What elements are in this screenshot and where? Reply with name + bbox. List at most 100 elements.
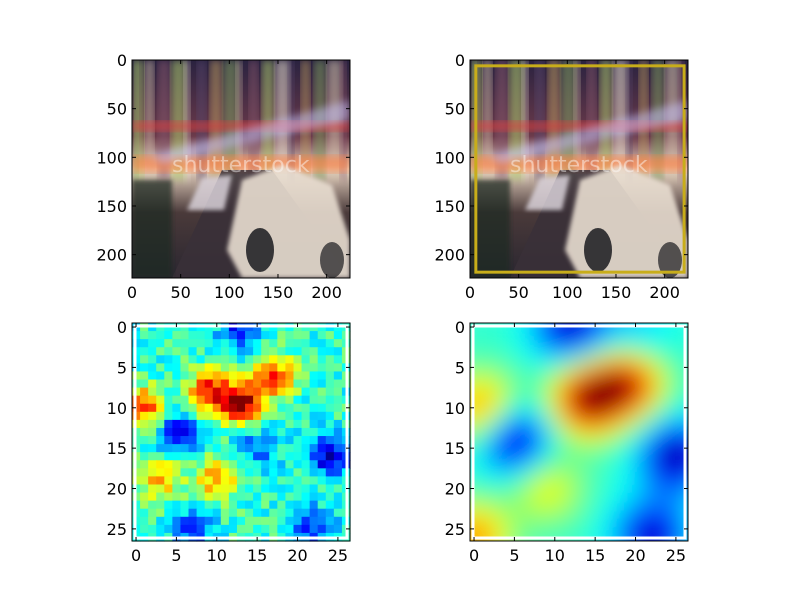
heatmap-cell	[188, 339, 198, 348]
heatmap-cell	[623, 476, 633, 486]
heatmap-cell	[333, 524, 343, 534]
heatmap-cell	[148, 379, 157, 389]
heatmap-cell	[502, 436, 511, 445]
heatmap-cell	[615, 484, 625, 494]
heatmap-cell	[510, 500, 520, 510]
heatmap-cell	[558, 508, 568, 518]
heatmap-cell	[607, 460, 616, 469]
heatmap-cell	[542, 476, 552, 486]
heatmap-cell	[301, 508, 311, 518]
heatmap-cell	[526, 508, 536, 518]
heatmap-cell	[542, 468, 552, 478]
heatmap-cell	[269, 379, 278, 389]
heatmap-cell	[333, 476, 343, 486]
heatmap-cell	[550, 323, 560, 324]
heatmap-cell	[591, 427, 600, 437]
heatmap-cell	[599, 339, 608, 348]
heatmap-cell	[228, 427, 238, 437]
heatmap-cell	[599, 323, 608, 324]
heatmap-cell	[550, 371, 560, 381]
heatmap-cell	[228, 444, 238, 453]
heatmap-cell	[655, 524, 665, 534]
heatmap-cell	[236, 508, 246, 518]
heatmap-cell	[486, 347, 495, 356]
heatmap-cell	[301, 468, 311, 478]
heatmap-cell	[688, 396, 697, 405]
heatmap-cell	[293, 411, 303, 421]
heatmap-cell	[204, 508, 214, 518]
heatmap-cell	[253, 436, 262, 445]
y-tick-label: 0	[117, 318, 127, 337]
heatmap-cell	[309, 363, 319, 373]
heatmap-cell	[550, 444, 560, 453]
heatmap-cell	[566, 323, 576, 324]
heatmap-cell	[478, 355, 487, 364]
heatmap-cell	[591, 403, 600, 413]
heatmap-cell	[228, 339, 238, 348]
heatmap-cell	[196, 347, 206, 356]
heatmap-cell	[607, 549, 616, 558]
heatmap-cell	[526, 403, 536, 413]
heatmap-cell	[542, 516, 552, 526]
heatmap-cell	[615, 468, 625, 478]
heatmap-cell	[502, 484, 511, 494]
heatmap-cell	[543, 307, 552, 316]
heatmap-cell	[510, 411, 520, 421]
x-tick-label: 0	[469, 546, 479, 565]
heatmap-cell	[478, 347, 487, 356]
heatmap-cell	[164, 363, 173, 373]
x-tick-label: 10	[207, 546, 227, 565]
y-tick-label: 150	[434, 197, 465, 216]
heatmap-cell	[454, 339, 463, 348]
heatmap-cell	[236, 331, 246, 340]
heatmap-cell	[696, 452, 705, 461]
heatmap-cell	[696, 533, 705, 542]
heatmap-cell	[261, 355, 270, 364]
heatmap-cell	[599, 452, 608, 461]
heatmap-cell	[494, 516, 503, 526]
heatmap-cell	[236, 419, 246, 429]
heatmap-cell	[510, 516, 520, 526]
heatmap-cell	[671, 476, 681, 486]
heatmap-cell	[631, 339, 641, 348]
x-tick-label: 0	[127, 283, 137, 302]
heatmap-cell	[172, 419, 182, 429]
x-tick-label: 15	[585, 546, 605, 565]
heatmap-cell	[526, 436, 536, 445]
heatmap-cell	[566, 468, 576, 478]
heatmap-cell	[607, 387, 616, 397]
heatmap-cell	[156, 419, 165, 429]
heatmap-cell	[494, 403, 503, 413]
heatmap-cell	[333, 411, 343, 421]
heatmap-cell	[261, 371, 270, 381]
heatmap-cell	[639, 387, 649, 397]
heatmap-cell	[188, 484, 198, 494]
heatmap-cell	[631, 379, 641, 389]
heatmap-cell	[261, 516, 270, 526]
heatmap-cell	[277, 452, 287, 461]
heatmap-cell	[631, 403, 641, 413]
heatmap-cell	[639, 468, 649, 478]
heatmap-cell	[156, 492, 165, 502]
heatmap-cell	[574, 452, 584, 461]
heatmap-cell	[518, 549, 527, 558]
heatmap-cell	[639, 331, 649, 340]
heatmap-cell	[558, 484, 568, 494]
heatmap-cell	[615, 500, 625, 510]
heatmap-cell	[574, 371, 584, 381]
heatmap-cell	[148, 444, 157, 453]
heatmap-cell	[583, 419, 592, 429]
heatmap-cell	[325, 339, 335, 348]
heatmap-cell	[575, 549, 584, 558]
heatmap-cell	[148, 427, 157, 437]
heatmap-cell	[599, 460, 608, 469]
heatmap-cell	[663, 516, 673, 526]
heatmap-cell	[502, 379, 511, 389]
heatmap-cell	[534, 492, 544, 502]
heatmap-cell	[518, 339, 528, 348]
heatmap-cell	[655, 427, 665, 437]
heatmap-cell	[333, 492, 343, 502]
heatmap-cell	[607, 524, 616, 534]
heatmap-cell	[172, 347, 182, 356]
heatmap-cell	[566, 452, 576, 461]
